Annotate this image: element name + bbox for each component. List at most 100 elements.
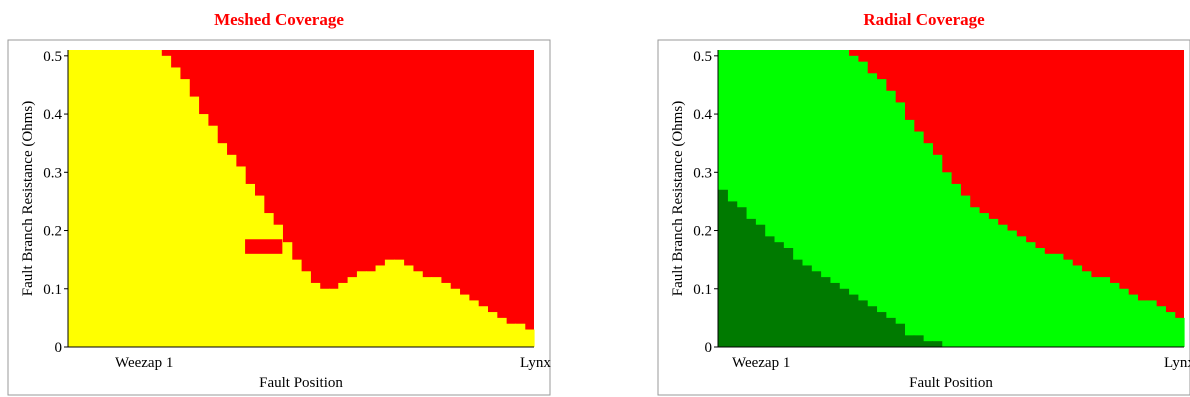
coverage-cell: [736, 50, 747, 347]
coverage-cell: [718, 189, 728, 347]
coverage-cell: [1090, 277, 1101, 347]
coverage-cell: [745, 218, 756, 347]
coverage-cell: [867, 306, 878, 347]
coverage-cell: [755, 224, 766, 347]
coverage-cell: [328, 288, 339, 347]
coverage-cell: [1165, 312, 1176, 347]
x-tick-label: Weezap 1: [115, 355, 173, 371]
coverage-cell: [422, 277, 433, 347]
coverage-cell: [885, 90, 896, 347]
coverage-cell: [736, 207, 747, 347]
coverage-cell: [913, 335, 924, 347]
coverage-cell: [133, 50, 144, 347]
coverage-cell: [932, 154, 943, 347]
coverage-cell: [77, 50, 88, 347]
y-tick-label: 0: [55, 340, 63, 356]
coverage-cell: [1156, 306, 1166, 347]
radial-coverage-svg: Radial Coverage 0 0.1 0.2 0.3 0.4 0.5 Weezap 1 L…: [657, 10, 1190, 396]
coverage-cell: [801, 50, 812, 347]
coverage-cell: [820, 50, 831, 347]
coverage-cell: [524, 329, 535, 347]
coverage-cell: [245, 183, 255, 347]
coverage-cell: [848, 55, 859, 347]
coverage-cell: [857, 61, 868, 348]
coverage-cell: [951, 183, 961, 347]
coverage-cell: [105, 50, 116, 347]
coverage-cell: [338, 282, 349, 347]
coverage-cell: [820, 277, 831, 347]
coverage-cell: [923, 341, 933, 347]
x-axis-label: Fault Position: [259, 375, 343, 391]
coverage-cell: [431, 277, 442, 347]
coverage-cell: [923, 143, 933, 347]
coverage-cell: [727, 50, 738, 347]
coverage-cell: [839, 50, 850, 347]
coverage-cell: [801, 265, 812, 347]
coverage-cell: [1128, 294, 1138, 347]
y-tick-label: 0.4: [693, 107, 712, 123]
coverage-cell: [969, 207, 980, 347]
coverage-cell: [745, 50, 756, 347]
coverage-cell: [487, 312, 498, 347]
x-axis-label: Fault Position: [909, 375, 993, 391]
coverage-cell: [848, 294, 859, 347]
chart-frame: [7, 39, 551, 396]
y-tick-label: 0.1: [693, 282, 712, 298]
meshed-coverage-svg: Meshed Coverage 0 0.1 0.2 0.3 0.4 0.5 Weezap 1 L…: [7, 10, 551, 396]
coverage-cell: [727, 201, 738, 347]
coverage-cell: [913, 131, 924, 347]
coverage-cell: [792, 259, 803, 347]
coverage-cell: [932, 341, 943, 347]
coverage-cell: [904, 119, 915, 347]
coverage-cell: [1025, 242, 1036, 347]
chart-title: Meshed Coverage: [214, 10, 344, 29]
coverage-cell: [375, 265, 386, 347]
red-notch: [245, 239, 283, 254]
coverage-cell: [207, 125, 218, 348]
coverage-cell: [1174, 317, 1185, 347]
coverage-cell: [773, 242, 784, 347]
coverage-cell: [468, 300, 479, 347]
coverage-cell: [114, 50, 125, 347]
coverage-cell: [811, 271, 822, 347]
coverage-cell: [997, 224, 1008, 347]
coverage-cell: [263, 213, 274, 347]
coverage-cell: [198, 114, 209, 347]
radial-coverage-chart: Radial Coverage 0 0.1 0.2 0.3 0.4 0.5 Weezap 1 L…: [650, 0, 1190, 397]
coverage-cell: [1006, 230, 1017, 347]
coverage-cell: [68, 50, 78, 347]
coverage-cell: [773, 50, 784, 347]
coverage-cell: [123, 50, 134, 347]
y-tick-label: 0: [705, 340, 713, 356]
coverage-cell: [895, 102, 905, 347]
x-tick-label: Weezap 1: [732, 355, 790, 371]
y-axis-label: Fault Branch Resistance (Ohms): [20, 101, 36, 296]
coverage-cell: [95, 50, 106, 347]
coverage-cell: [450, 288, 461, 347]
coverage-cell: [189, 96, 200, 347]
x-tick-label: Lynx: [520, 355, 551, 371]
coverage-cell: [273, 224, 283, 347]
coverage-cell: [1137, 300, 1148, 347]
coverage-cell: [478, 306, 488, 347]
coverage-cell: [179, 79, 190, 348]
coverage-cell: [291, 259, 302, 347]
chart-title: Radial Coverage: [863, 10, 985, 29]
coverage-cell: [1072, 265, 1083, 347]
coverage-cell: [895, 323, 905, 347]
coverage-cell: [403, 265, 414, 347]
y-tick-label: 0.4: [43, 107, 62, 123]
y-tick-label: 0.2: [43, 224, 62, 240]
coverage-cell: [226, 154, 237, 347]
coverage-cell: [366, 271, 377, 347]
coverage-cell: [301, 271, 311, 347]
coverage-cell: [170, 67, 181, 347]
coverage-cell: [394, 259, 405, 347]
coverage-cell: [440, 282, 451, 347]
chart-frame: [657, 39, 1190, 396]
y-tick-label: 0.5: [693, 49, 712, 65]
coverage-cell: [857, 300, 868, 347]
coverage-cell: [384, 259, 395, 347]
coverage-cell: [217, 143, 228, 347]
coverage-cell: [867, 73, 878, 347]
